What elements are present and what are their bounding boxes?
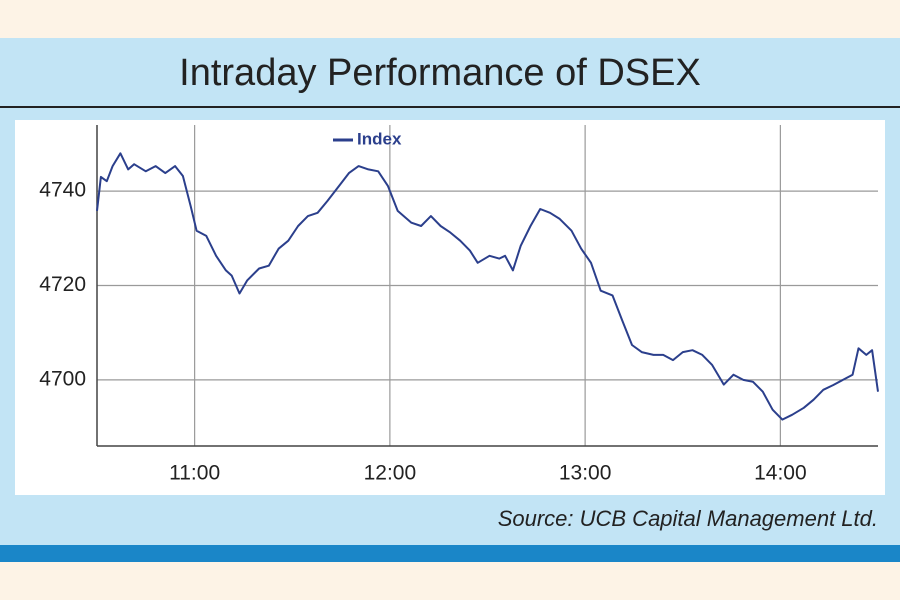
- x-tick-label: 12:00: [364, 462, 417, 485]
- y-tick-label: 4740: [39, 179, 86, 202]
- plot-background: [15, 120, 885, 495]
- series-line: [96, 152, 879, 421]
- x-tick-label: 13:00: [559, 462, 612, 485]
- legend-label: Index: [357, 129, 402, 148]
- bottom-bar: [0, 545, 900, 562]
- x-tick-label: 14:00: [754, 462, 807, 485]
- x-tick-label: 11:00: [169, 462, 220, 485]
- y-tick-label: 4720: [39, 273, 86, 296]
- y-tick-label: 4700: [39, 367, 86, 390]
- chart-title: Intraday Performance of DSEX: [179, 52, 701, 94]
- source: Source: UCB Capital Management Ltd.: [498, 506, 878, 531]
